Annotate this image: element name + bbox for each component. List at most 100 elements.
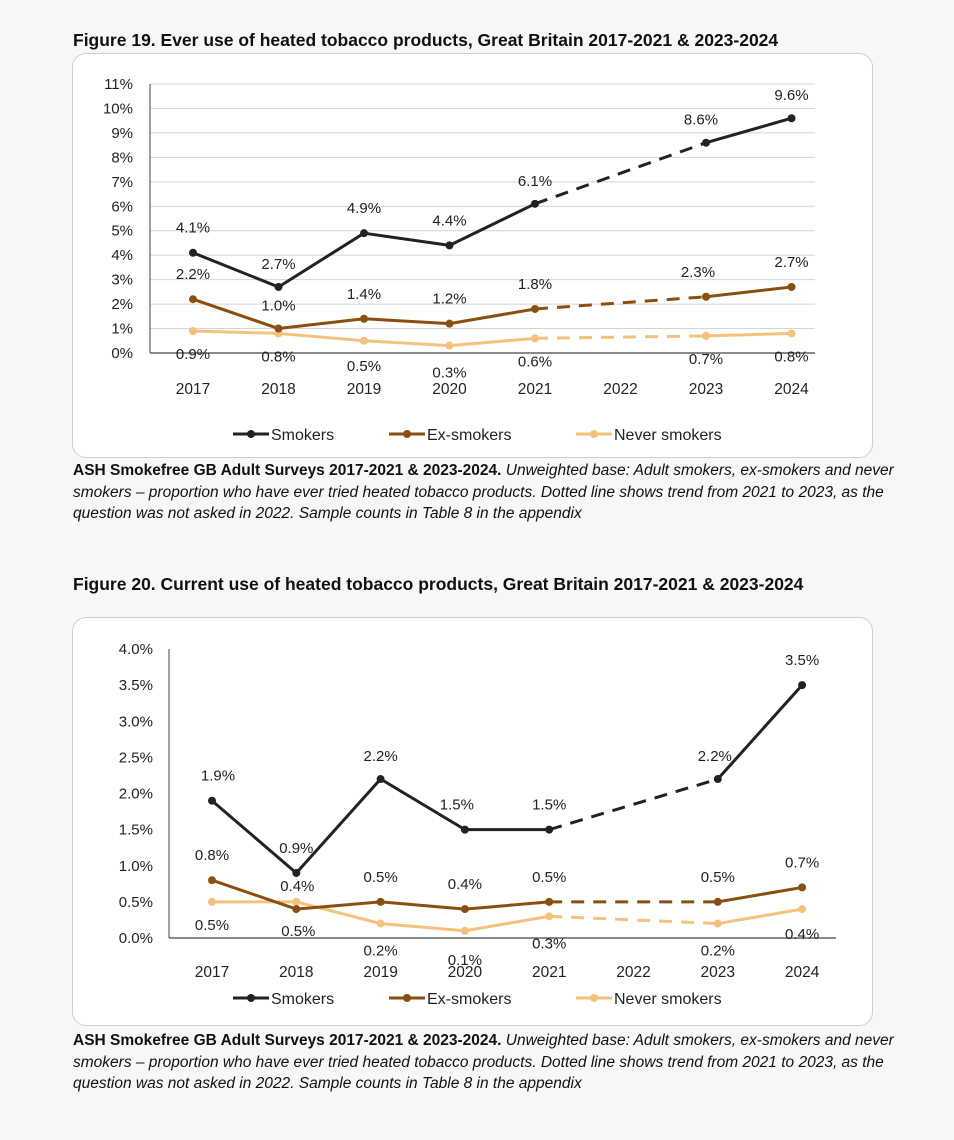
y-tick-label: 6% xyxy=(111,198,133,215)
data-label: 1.8% xyxy=(518,276,552,293)
data-point-smokers xyxy=(545,825,554,834)
y-tick-label: 2.0% xyxy=(119,786,153,803)
legend-swatch-marker xyxy=(247,430,255,438)
y-tick-label: 3% xyxy=(111,272,133,289)
figure-19-caption-text: Unweighted base: Adult smokers, ex-smoke… xyxy=(73,462,894,522)
data-label: 4.4% xyxy=(432,212,466,229)
x-tick-label: 2021 xyxy=(532,964,566,981)
legend-swatch-marker xyxy=(247,994,255,1002)
data-label: 0.3% xyxy=(432,365,466,382)
data-point-ex-smokers xyxy=(274,324,283,333)
data-point-ex-smokers xyxy=(292,905,301,914)
data-label: 2.3% xyxy=(681,264,715,281)
data-label: 2.7% xyxy=(261,256,295,273)
data-point-smokers xyxy=(376,775,385,784)
data-point-ex-smokers xyxy=(531,304,539,313)
data-label: 1.5% xyxy=(440,797,474,814)
y-tick-label: 0.5% xyxy=(119,894,153,911)
data-point-never-smokers xyxy=(545,912,554,921)
data-point-smokers xyxy=(531,199,539,208)
x-tick-label: 2023 xyxy=(689,381,723,398)
data-label: 0.6% xyxy=(518,353,552,370)
figure-19-title: Figure 19. Ever use of heated tobacco pr… xyxy=(73,30,779,50)
figure-20-title: Figure 20. Current use of heated tobacco… xyxy=(73,574,804,594)
series-line-smokers xyxy=(210,799,298,875)
x-tick-label: 2017 xyxy=(176,381,210,398)
series-trend-dashed-never-smokers xyxy=(534,334,707,340)
data-label: 0.5% xyxy=(363,869,397,886)
series-line-never-smokers xyxy=(716,907,804,926)
data-point-ex-smokers xyxy=(445,319,454,328)
data-label: 0.9% xyxy=(279,840,313,857)
legend-swatch-marker xyxy=(590,430,598,438)
figure-20-caption: ASH Smokefree GB Adult Surveys 2017-2021… xyxy=(73,1030,923,1095)
series-line-never-smokers xyxy=(704,331,793,338)
y-tick-label: 3.5% xyxy=(119,677,153,694)
data-point-ex-smokers xyxy=(208,876,216,885)
x-tick-label: 2018 xyxy=(261,381,295,398)
x-tick-label: 2019 xyxy=(347,381,381,398)
series-line-ex-smokers xyxy=(704,285,793,299)
data-point-ex-smokers xyxy=(798,883,807,892)
data-label: 0.8% xyxy=(261,348,295,365)
figure-20-caption-text: Unweighted base: Adult smokers, ex-smoke… xyxy=(73,1032,894,1092)
series-trend-dashed-smokers xyxy=(548,777,719,832)
data-point-ex-smokers xyxy=(787,282,796,291)
data-label: 9.6% xyxy=(774,87,808,104)
data-point-never-smokers xyxy=(531,334,539,343)
data-label: 0.8% xyxy=(195,847,229,864)
data-point-smokers xyxy=(798,681,807,690)
series-line-never-smokers xyxy=(191,329,280,335)
y-tick-label: 1.5% xyxy=(119,822,153,839)
y-tick-label: 0.0% xyxy=(119,930,153,947)
data-point-ex-smokers xyxy=(702,292,710,301)
series-line-never-smokers xyxy=(463,914,551,933)
data-label: 0.5% xyxy=(532,869,566,886)
data-label: 0.3% xyxy=(532,935,566,952)
legend-swatch-marker xyxy=(403,430,411,438)
data-label: 2.7% xyxy=(774,254,808,271)
data-label: 2.2% xyxy=(363,748,397,765)
legend-label: Smokers xyxy=(271,991,334,1008)
series-line-ex-smokers xyxy=(294,900,383,911)
data-point-never-smokers xyxy=(445,341,454,350)
data-label: 4.9% xyxy=(347,200,381,217)
y-tick-label: 7% xyxy=(111,174,133,191)
data-label: 0.9% xyxy=(176,346,210,363)
data-point-never-smokers xyxy=(292,897,301,906)
data-label: 0.2% xyxy=(363,943,397,960)
data-label: 0.2% xyxy=(701,943,735,960)
data-point-never-smokers xyxy=(376,919,385,928)
series-line-never-smokers xyxy=(294,900,383,926)
series-line-ex-smokers xyxy=(379,900,467,911)
y-tick-label: 11% xyxy=(104,76,133,93)
figure-19-chart: 0% 1% 2% 3% 4% 5% 6% 7% 8% 9% 10% 11% 2017 2018 2019 20… xyxy=(72,53,873,458)
data-point-never-smokers xyxy=(360,336,368,345)
data-point-ex-smokers xyxy=(189,295,197,304)
data-label: 1.0% xyxy=(261,298,295,315)
data-label: 0.4% xyxy=(785,926,819,943)
series-line-never-smokers xyxy=(448,336,537,348)
data-point-smokers xyxy=(189,248,197,257)
series-line-smokers xyxy=(448,202,537,247)
y-tick-label: 1.0% xyxy=(119,858,153,875)
data-point-ex-smokers xyxy=(376,897,385,906)
series-line-ex-smokers xyxy=(210,878,298,911)
series-line-ex-smokers xyxy=(277,317,366,331)
figure-20-chart: 0.0% 0.5% 1.0% 1.5% 2.0% 2.5% 3.0% 3.5% 4.0% 2017… xyxy=(72,617,873,1026)
legend-label: Smokers xyxy=(271,427,334,444)
x-tick-label: 2021 xyxy=(518,381,552,398)
series-trend-dashed-smokers xyxy=(534,141,707,206)
figure-19-caption: ASH Smokefree GB Adult Surveys 2017-2021… xyxy=(73,460,923,525)
series-line-ex-smokers xyxy=(362,317,451,326)
series-line-never-smokers xyxy=(362,339,451,348)
data-label: 0.1% xyxy=(448,952,482,969)
data-label: 8.6% xyxy=(684,112,718,129)
data-point-never-smokers xyxy=(798,905,807,914)
data-label: 4.1% xyxy=(176,220,210,237)
series-line-smokers xyxy=(191,251,280,289)
x-tick-label: 2022 xyxy=(603,381,637,398)
data-point-smokers xyxy=(702,138,710,147)
y-tick-label: 2.5% xyxy=(119,749,153,766)
data-label: 0.7% xyxy=(785,854,819,871)
